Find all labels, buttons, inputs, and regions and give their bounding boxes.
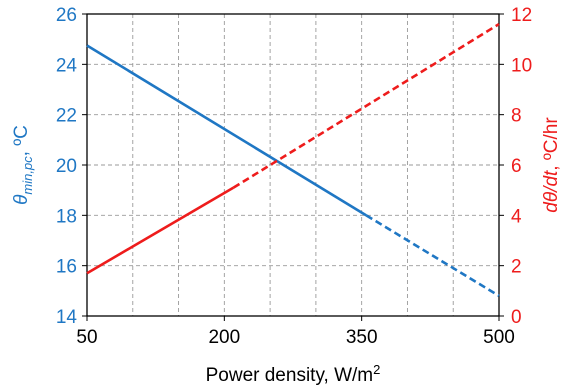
right-axis-label: dθ/dt, ºC/hr bbox=[541, 117, 562, 213]
left-tick-label: 26 bbox=[56, 5, 77, 26]
right-series-dashed-segment bbox=[232, 22, 500, 189]
left-tick-label: 22 bbox=[56, 106, 77, 127]
right-tick-label: 12 bbox=[511, 5, 532, 26]
x-tick-label: 350 bbox=[346, 327, 378, 348]
left-series-solid-segment bbox=[86, 44, 367, 217]
left-tick-label: 18 bbox=[56, 206, 77, 227]
left-tick-label: 20 bbox=[56, 156, 77, 177]
left-tick-label: 16 bbox=[56, 257, 77, 278]
right-tick-label: 8 bbox=[511, 106, 522, 127]
left-tick-label: 24 bbox=[56, 55, 78, 76]
right-tick-label: 10 bbox=[511, 55, 532, 76]
right-tick-label: 2 bbox=[511, 257, 522, 278]
x-tick-label: 500 bbox=[483, 327, 515, 348]
x-axis-label: Power density, W/m2 bbox=[206, 362, 381, 386]
right-tick-label: 4 bbox=[511, 206, 522, 227]
right-series-solid-segment bbox=[86, 186, 235, 275]
series-lines bbox=[86, 22, 500, 297]
x-tick-label: 200 bbox=[208, 327, 240, 348]
right-tick-label: 6 bbox=[511, 156, 522, 177]
right-tick-label: 0 bbox=[511, 307, 522, 328]
x-axis-ticks: 50 200 350 500 bbox=[76, 316, 515, 348]
left-series-dashed-segment bbox=[365, 214, 500, 297]
left-tick-label: 14 bbox=[56, 307, 78, 328]
left-axis-ticks: 14 16 18 20 22 24 26 bbox=[56, 5, 87, 328]
left-axis-label: θmin,pc, ºC bbox=[11, 125, 35, 205]
grid-lines bbox=[87, 14, 499, 316]
x-tick-label: 50 bbox=[76, 327, 97, 348]
right-axis-ticks: 0 2 4 6 8 10 12 bbox=[499, 5, 532, 328]
